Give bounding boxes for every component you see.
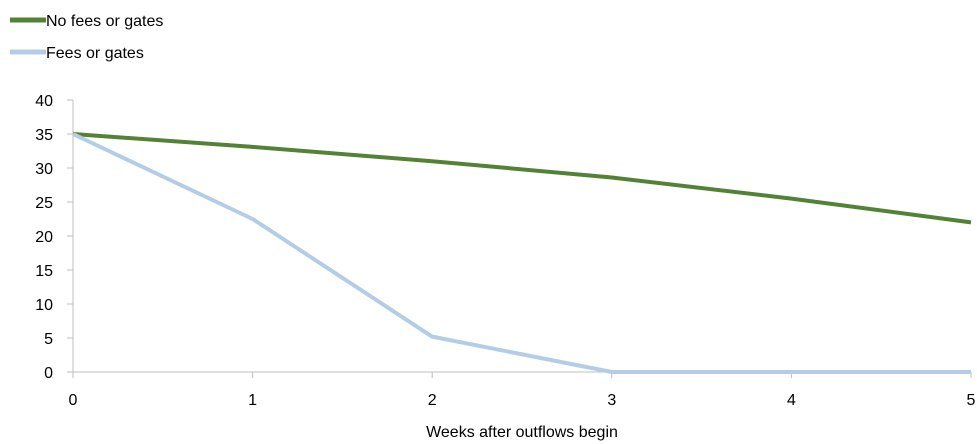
x-tick-label: 4 (787, 392, 796, 409)
x-tick-label: 0 (69, 392, 78, 409)
legend: No fees or gates Fees or gates (10, 13, 163, 62)
y-tick-label: 0 (44, 365, 53, 382)
legend-label-no-fees-or-gates: No fees or gates (46, 13, 163, 30)
x-axis: 0 1 2 3 4 5 (69, 371, 976, 409)
y-tick-label: 35 (35, 127, 53, 144)
x-tick-label: 1 (248, 392, 257, 409)
x-tick-label: 5 (967, 392, 976, 409)
y-tick-label: 20 (35, 229, 53, 246)
x-axis-title: Weeks after outflows begin (426, 424, 618, 441)
plot-lines (72, 132, 972, 374)
y-axis: 0 5 10 15 20 25 30 35 40 (35, 93, 74, 382)
y-tick-label: 5 (44, 331, 53, 348)
y-tick-label: 40 (35, 93, 53, 110)
series-line-no-fees-or-gates (72, 132, 972, 225)
series-line-fees-or-gates (72, 132, 971, 374)
x-tick-label: 3 (607, 392, 616, 409)
x-tick-label: 2 (428, 392, 437, 409)
y-tick-label: 15 (35, 263, 53, 280)
y-tick-label: 25 (35, 195, 53, 212)
y-tick-label: 30 (35, 161, 53, 178)
legend-entry-0: No fees or gates (10, 13, 163, 30)
y-tick-label: 10 (35, 297, 53, 314)
legend-label-fees-or-gates: Fees or gates (46, 45, 144, 62)
legend-entry-1: Fees or gates (10, 45, 144, 62)
